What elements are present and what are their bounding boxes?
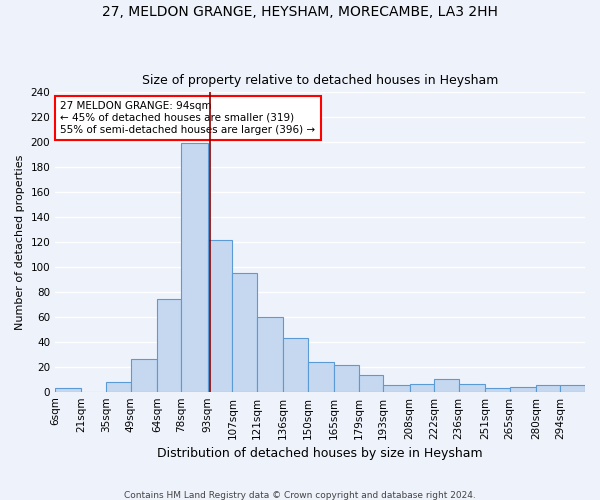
Bar xyxy=(181,144,208,392)
Bar xyxy=(208,240,232,392)
Title: Size of property relative to detached houses in Heysham: Size of property relative to detached ho… xyxy=(142,74,498,87)
Bar xyxy=(308,362,334,392)
Bar xyxy=(359,376,383,392)
Text: 27, MELDON GRANGE, HEYSHAM, MORECAMBE, LA3 2HH: 27, MELDON GRANGE, HEYSHAM, MORECAMBE, L… xyxy=(102,5,498,19)
Bar xyxy=(434,379,458,392)
Bar xyxy=(383,386,410,392)
Bar xyxy=(410,384,434,392)
Bar xyxy=(536,386,560,392)
Bar xyxy=(509,386,536,392)
Text: Contains HM Land Registry data © Crown copyright and database right 2024.: Contains HM Land Registry data © Crown c… xyxy=(124,490,476,500)
Bar xyxy=(283,338,308,392)
Bar xyxy=(334,366,359,392)
Bar xyxy=(232,273,257,392)
Bar xyxy=(131,360,157,392)
Bar xyxy=(560,386,585,392)
Bar xyxy=(55,388,82,392)
Bar xyxy=(157,300,181,392)
Bar xyxy=(458,384,485,392)
Bar xyxy=(485,388,509,392)
X-axis label: Distribution of detached houses by size in Heysham: Distribution of detached houses by size … xyxy=(157,447,483,460)
Text: 27 MELDON GRANGE: 94sqm
← 45% of detached houses are smaller (319)
55% of semi-d: 27 MELDON GRANGE: 94sqm ← 45% of detache… xyxy=(61,102,316,134)
Y-axis label: Number of detached properties: Number of detached properties xyxy=(15,154,25,330)
Bar xyxy=(257,317,283,392)
Bar xyxy=(106,382,131,392)
